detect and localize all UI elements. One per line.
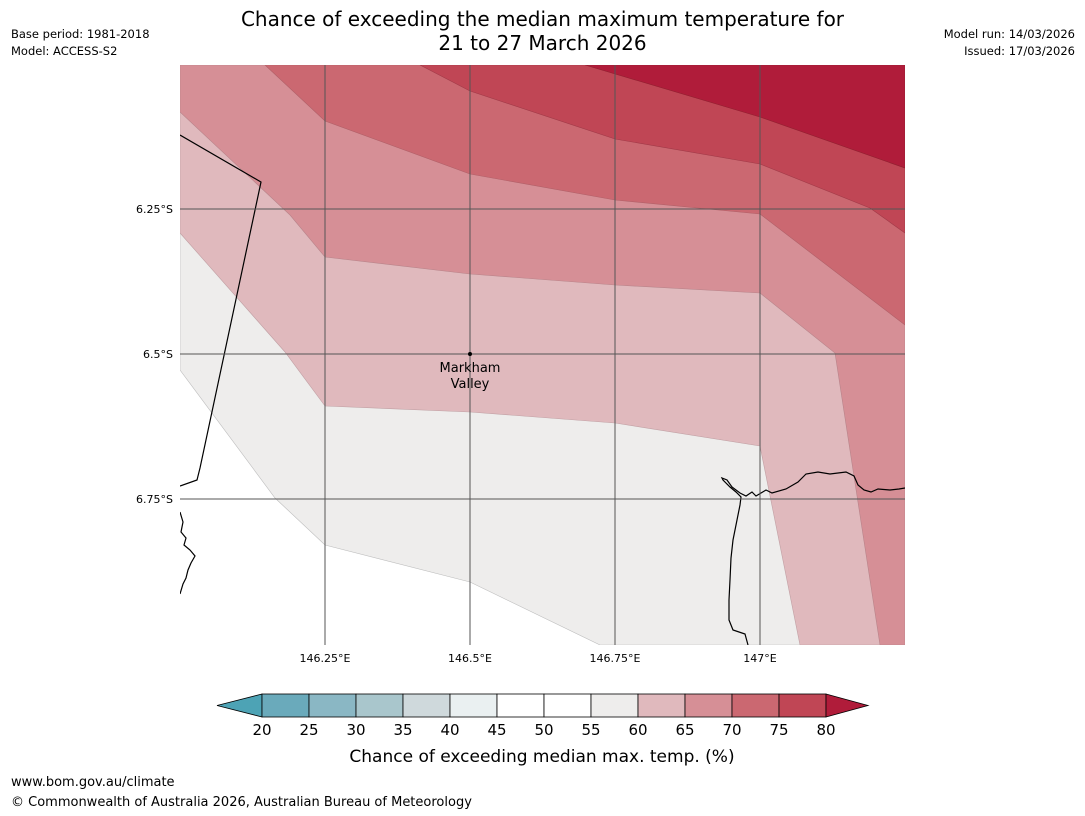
lat-label: 6.25°S — [136, 203, 173, 216]
lon-axis-labels: 146.25°E 146.5°E 146.75°E 147°E — [300, 652, 777, 665]
place-marker — [468, 352, 472, 356]
colorbar-tick-label: 30 — [346, 721, 365, 739]
lon-label: 146.5°E — [448, 652, 492, 665]
footer-url: www.bom.gov.au/climate — [11, 775, 175, 790]
colorbar-segment — [590, 693, 639, 718]
lon-label: 146.25°E — [300, 652, 351, 665]
place-name-line-1: Markham — [440, 361, 501, 376]
colorbar-segment — [731, 693, 780, 718]
title-line-2: 21 to 27 March 2026 — [438, 31, 647, 55]
title-line-1: Chance of exceeding the median maximum t… — [240, 7, 845, 31]
colorbar-tick-label: 60 — [628, 721, 647, 739]
graticule — [180, 65, 905, 645]
band-80-plus — [584, 65, 905, 169]
footer-copyright: © Commonwealth of Australia 2026, Austra… — [11, 795, 472, 810]
colorbar-segment — [684, 693, 733, 718]
colorbar-segment — [308, 693, 357, 718]
colorbar-tick-label: 50 — [534, 721, 553, 739]
colorbar-segment — [778, 693, 827, 718]
colorbar-segment — [355, 693, 404, 718]
lon-label: 146.75°E — [590, 652, 641, 665]
map-area: Markham Valley — [180, 65, 905, 645]
map-title: Chance of exceeding the median maximum t… — [0, 7, 1085, 55]
colorbar-segment — [496, 693, 545, 718]
colorbar-extend-high — [825, 693, 870, 718]
map-figure: Markham Valley 6.25°S 6.5°S 6.75°S 146.2… — [136, 65, 905, 767]
model-name: Model: ACCESS-S2 — [11, 44, 118, 58]
colorbar-segment — [637, 693, 686, 718]
meta-right: Model run: 14/03/2026 Issued: 17/03/2026 — [944, 26, 1075, 60]
issued-date: Issued: 17/03/2026 — [964, 44, 1075, 58]
coastline-huon-gulf — [720, 471, 905, 645]
colorbar-tick-label: 25 — [299, 721, 318, 739]
lat-label: 6.75°S — [136, 493, 173, 506]
meta-left: Base period: 1981-2018 Model: ACCESS-S2 — [11, 26, 150, 60]
lat-axis-labels: 6.25°S 6.5°S 6.75°S — [136, 203, 173, 506]
colorbar-segment — [543, 693, 592, 718]
base-period: Base period: 1981-2018 — [11, 27, 150, 41]
place-name-line-2: Valley — [451, 377, 490, 392]
colorbar-tick-label: 80 — [816, 721, 835, 739]
colorbar-segment — [261, 693, 310, 718]
colorbar-segment — [402, 693, 451, 718]
lat-label: 6.5°S — [143, 348, 173, 361]
model-run: Model run: 14/03/2026 — [943, 27, 1075, 41]
colorbar-tick-label: 40 — [440, 721, 459, 739]
colorbar-tick-label: 35 — [393, 721, 412, 739]
colorbar-title: Chance of exceeding median max. temp. (%… — [349, 747, 734, 767]
colorbar-extend-low — [216, 693, 263, 718]
colorbar-tick-label: 20 — [252, 721, 271, 739]
colorbar: 20 25 30 35 40 45 50 55 60 65 70 75 80 — [216, 693, 870, 739]
colorbar-tick-label: 65 — [675, 721, 694, 739]
colorbar-tick-label: 75 — [769, 721, 788, 739]
colorbar-tick-label: 45 — [487, 721, 506, 739]
colorbar-tick-label: 55 — [581, 721, 600, 739]
colorbar-segment — [449, 693, 498, 718]
colorbar-tick-label: 70 — [722, 721, 741, 739]
lon-label: 147°E — [743, 652, 776, 665]
provincial-boundary-line — [180, 134, 262, 487]
coastline-west — [180, 511, 196, 595]
